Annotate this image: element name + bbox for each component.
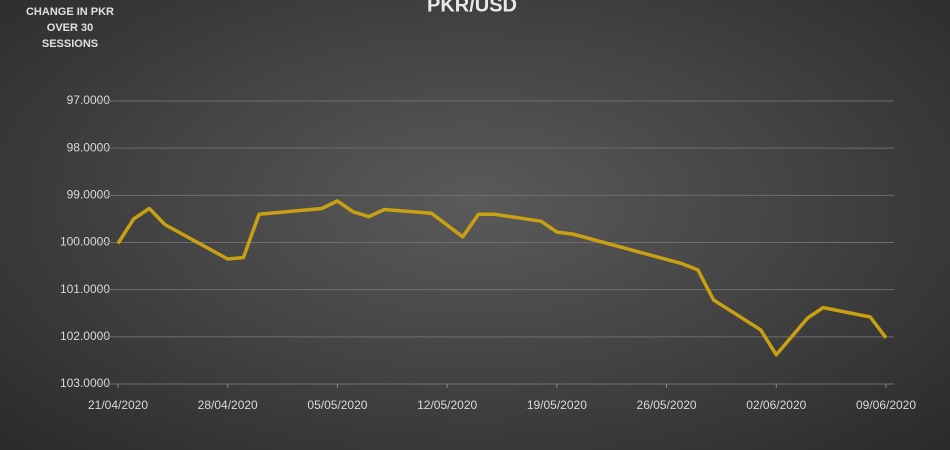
y-tick-label: 98.0000 [67,140,111,154]
y-axis-label: CHANGE IN PKR OVER 30 SESSIONS [25,6,114,50]
x-tick-label: 05/05/2020 [307,398,367,412]
line-series [116,199,888,357]
y-tick-label: 99.0000 [67,188,111,202]
y-tick-label: 100.0000 [60,235,110,249]
x-tick-label: 28/04/2020 [198,398,258,412]
y-tick-label: 102.0000 [60,329,110,343]
x-tick-label: 26/05/2020 [637,398,697,412]
y-tick-label: 101.0000 [60,282,110,296]
x-tick-label: 21/04/2020 [88,398,148,412]
chart-title: PKR/USD [427,0,517,16]
x-tick-label: 12/05/2020 [417,398,477,412]
y-tick-label: 103.0000 [60,376,110,390]
x-tick-label: 09/06/2020 [856,398,916,412]
x-tick-label: 02/06/2020 [746,398,806,412]
y-tick-label: 97.0000 [67,93,111,107]
x-tick-label: 19/05/2020 [527,398,587,412]
